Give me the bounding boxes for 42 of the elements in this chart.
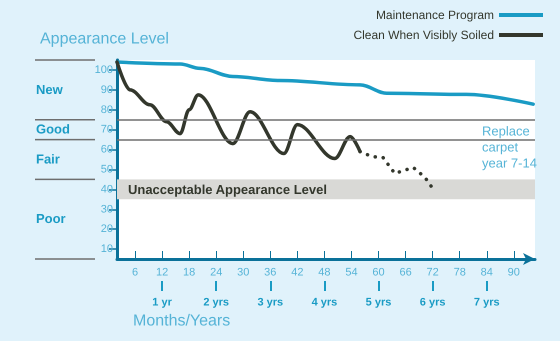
y-tick-label: 30: [100, 203, 113, 216]
x2-tick-label: 7 yrs: [474, 296, 500, 308]
x-tick-label: 24: [210, 266, 222, 278]
x-tick-label: 12: [156, 266, 168, 278]
text: Fair: [36, 152, 60, 166]
x-tick-label: 54: [345, 266, 358, 278]
x-tick-label: 6: [132, 266, 138, 278]
x-tick-label: 30: [237, 266, 250, 278]
text: New: [36, 82, 64, 97]
x2-tick-label: 6 yrs: [420, 296, 446, 308]
x-tick-label: 78: [454, 266, 466, 278]
y-tick-label: 100: [94, 64, 113, 76]
y-tick-label: 40: [100, 183, 113, 196]
y-tick-label: 20: [100, 223, 113, 236]
x-tick-label: 18: [183, 266, 196, 278]
y-tick-label: 10: [100, 243, 113, 256]
x-tick-label: 66: [399, 266, 412, 278]
x-tick-label: 84: [480, 266, 493, 278]
x-tick-label: 90: [508, 266, 520, 278]
legend-label: Maintenance Program: [376, 8, 494, 22]
x-tick-label: 60: [372, 266, 385, 278]
text: Good: [36, 122, 70, 137]
band-label: Unacceptable Appearance Level: [128, 182, 327, 197]
x-axis-title: Months/Years: [133, 312, 230, 330]
y-tick-label: 50: [100, 163, 113, 176]
y-tick-label: 70: [100, 124, 113, 136]
x2-tick-label: 2 yrs: [203, 296, 230, 308]
x-tick-label: 42: [291, 266, 304, 278]
y-tick-label: 90: [100, 84, 113, 96]
chart-title: Appearance Level: [40, 30, 169, 48]
x2-tick-label: 4 yrs: [312, 296, 338, 308]
x-tick-label: 36: [264, 266, 276, 278]
x-tick-label: 72: [426, 266, 439, 278]
x2-tick-label: 5 yrs: [366, 296, 392, 308]
x2-tick-label: 3 yrs: [257, 296, 284, 308]
legend-label: Clean When Visibly Soiled: [353, 28, 494, 42]
x2-tick-label: 1 yr: [152, 296, 173, 308]
x-tick-label: 48: [318, 266, 331, 278]
y-tick-label: 60: [100, 144, 113, 156]
text: Poor: [36, 211, 66, 226]
y-tick-label: 80: [100, 104, 113, 116]
annotation: Replace carpet year 7-14: [482, 124, 537, 170]
